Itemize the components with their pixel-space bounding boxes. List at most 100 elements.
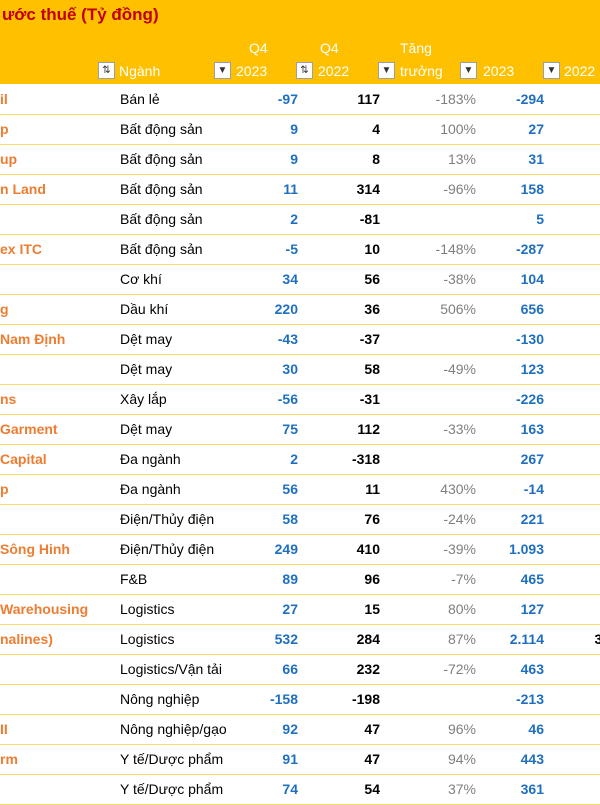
company-name: n Land xyxy=(0,181,46,197)
growth-value: -72% xyxy=(443,661,476,677)
q4-2022-value: 4 xyxy=(372,121,380,137)
year-2023-value: 2.114 xyxy=(509,631,544,647)
table-row[interactable]: ex ITC Bất động sản -5 10 -148% -287 xyxy=(0,235,600,265)
table-row[interactable]: Cơ khí 34 56 -38% 104 xyxy=(0,265,600,295)
q4-2022-value: 112 xyxy=(357,421,380,437)
q4-2023-value: -43 xyxy=(277,331,298,347)
table-row[interactable]: II Nông nghiệp/gạo 92 47 96% 46 xyxy=(0,715,600,745)
table-row[interactable]: up Bất động sản 9 8 13% 31 xyxy=(0,145,600,175)
growth-value: 94% xyxy=(447,751,476,767)
table-row[interactable]: ns Xây lắp -56 -31 -226 xyxy=(0,385,600,415)
table-row[interactable]: Nam Định Dệt may -43 -37 -130 xyxy=(0,325,600,355)
company-name: g xyxy=(0,301,9,317)
company-name: Capital xyxy=(0,451,47,467)
q4-2022-value: -81 xyxy=(359,211,380,227)
industry: Bán lẻ xyxy=(120,91,160,107)
sort-filter-icon[interactable]: ⇅ xyxy=(98,62,115,79)
table-row[interactable]: il Bán lẻ -97 117 -183% -2945 xyxy=(0,85,600,115)
growth-value: 13% xyxy=(447,151,476,167)
company-name: nalines) xyxy=(0,631,53,647)
growth-value: -96% xyxy=(443,181,476,197)
company-name: il xyxy=(0,91,8,107)
table-row[interactable]: n Land Bất động sản 11 314 -96% 158 xyxy=(0,175,600,205)
q4-2022-value: 232 xyxy=(356,661,380,677)
table-row[interactable]: Garment Dệt may 75 112 -33% 163 xyxy=(0,415,600,445)
sort-filter-icon[interactable]: ⇅ xyxy=(296,62,313,79)
year-2023-value: 158 xyxy=(520,181,544,197)
year-2022-value: 3.0 xyxy=(594,631,600,647)
table-row[interactable]: p Bất động sản 9 4 100% 27 xyxy=(0,115,600,145)
year-2023-value: 163 xyxy=(520,421,544,437)
table-row[interactable]: Dệt may 30 58 -49% 123 xyxy=(0,355,600,385)
dropdown-arrow-icon[interactable]: ▼ xyxy=(378,62,395,79)
q4-2023-value: 11 xyxy=(283,181,298,197)
year-2022-value: 1. xyxy=(548,541,600,557)
year-2023-value: -287 xyxy=(515,241,544,257)
table-row[interactable]: g Dầu khí 220 36 506% 656- xyxy=(0,295,600,325)
year-2023-value: 656 xyxy=(520,301,544,317)
growth-value: 87% xyxy=(447,631,476,647)
table-row[interactable]: rm Y tế/Dược phẩm 91 47 94% 443 xyxy=(0,745,600,775)
q4-2022-value: -318 xyxy=(351,451,380,467)
title-bar: ước thuế (Tỷ đồng) xyxy=(0,0,600,36)
growth-value: -33% xyxy=(443,421,476,437)
q4-2022-value: 47 xyxy=(364,721,380,737)
q4-2022-value: 47 xyxy=(364,751,380,767)
industry: Cơ khí xyxy=(120,271,162,287)
q4-2022-value: 410 xyxy=(356,541,380,557)
year-2023-value: 46 xyxy=(528,721,544,737)
q4-2023-value: 74 xyxy=(282,781,298,797)
table-row[interactable]: Điện/Thủy điện 58 76 -24% 221 xyxy=(0,505,600,535)
header-q4-2023-top: Q4 xyxy=(249,40,268,56)
year-2023-value: 104 xyxy=(520,271,544,287)
company-name: Garment xyxy=(0,421,58,437)
industry: Logistics/Vận tải xyxy=(120,661,222,677)
dropdown-arrow-icon[interactable]: ▼ xyxy=(460,62,477,79)
table-title: ước thuế (Tỷ đồng) xyxy=(2,5,159,24)
industry: F&B xyxy=(120,571,148,587)
dropdown-arrow-icon[interactable]: ▼ xyxy=(214,62,231,79)
q4-2023-value: 66 xyxy=(282,661,298,677)
q4-2023-value: 2 xyxy=(290,211,298,227)
year-2023-value: 267 xyxy=(520,451,544,467)
table-row[interactable]: Y tế/Dược phẩm 74 54 37% 361 xyxy=(0,775,600,805)
table-row[interactable]: Nông nghiệp -158 -198 -213- xyxy=(0,685,600,715)
header-q4-2023-bottom: 2023 xyxy=(236,63,268,79)
q4-2023-value: 56 xyxy=(282,481,298,497)
year-2023-value: 27 xyxy=(528,121,544,137)
industry: Bất động sản xyxy=(120,151,203,167)
q4-2022-value: 11 xyxy=(365,481,380,497)
table-row[interactable]: p Đa ngành 56 11 430% -14 xyxy=(0,475,600,505)
year-2022-value: 5 xyxy=(548,91,600,107)
q4-2023-value: -158 xyxy=(269,691,298,707)
table-row[interactable]: F&B 89 96 -7% 465 xyxy=(0,565,600,595)
industry: Dệt may xyxy=(120,361,173,377)
table-row[interactable]: Bất động sản 2 -81 5 xyxy=(0,205,600,235)
table-row[interactable]: Logistics/Vận tải 66 232 -72% 4631. xyxy=(0,655,600,685)
q4-2023-value: -56 xyxy=(277,391,298,407)
growth-value: -183% xyxy=(435,91,476,107)
year-2023-value: 123 xyxy=(520,361,544,377)
growth-value: -7% xyxy=(451,571,476,587)
q4-2022-value: 56 xyxy=(364,271,380,287)
year-2022-value: - xyxy=(548,691,600,707)
year-2022-value: - xyxy=(548,301,600,317)
table-row[interactable]: Sông Hinh Điện/Thủy điện 249 410 -39% 1.0931. xyxy=(0,535,600,565)
industry: Dầu khí xyxy=(120,301,169,317)
q4-2022-value: 10 xyxy=(364,241,380,257)
year-2023-value: 463 xyxy=(520,661,544,677)
q4-2023-value: 249 xyxy=(274,541,298,557)
growth-value: 506% xyxy=(440,301,476,317)
q4-2022-value: 36 xyxy=(364,301,380,317)
growth-value: -49% xyxy=(443,361,476,377)
year-2023-value: 5 xyxy=(536,211,544,227)
table-row[interactable]: Warehousing Logistics 27 15 80% 127 xyxy=(0,595,600,625)
header-q4-2022-bottom: 2022 xyxy=(318,63,350,79)
q4-2022-value: 284 xyxy=(356,631,380,647)
table-row[interactable]: nalines) Logistics 532 284 87% 2.114 3.0 xyxy=(0,625,600,655)
industry: Nông nghiệp xyxy=(120,691,200,707)
growth-value: 80% xyxy=(447,601,476,617)
company-name: Nam Định xyxy=(0,331,66,347)
dropdown-arrow-icon[interactable]: ▼ xyxy=(543,62,560,79)
table-row[interactable]: Capital Đa ngành 2 -318 267 xyxy=(0,445,600,475)
